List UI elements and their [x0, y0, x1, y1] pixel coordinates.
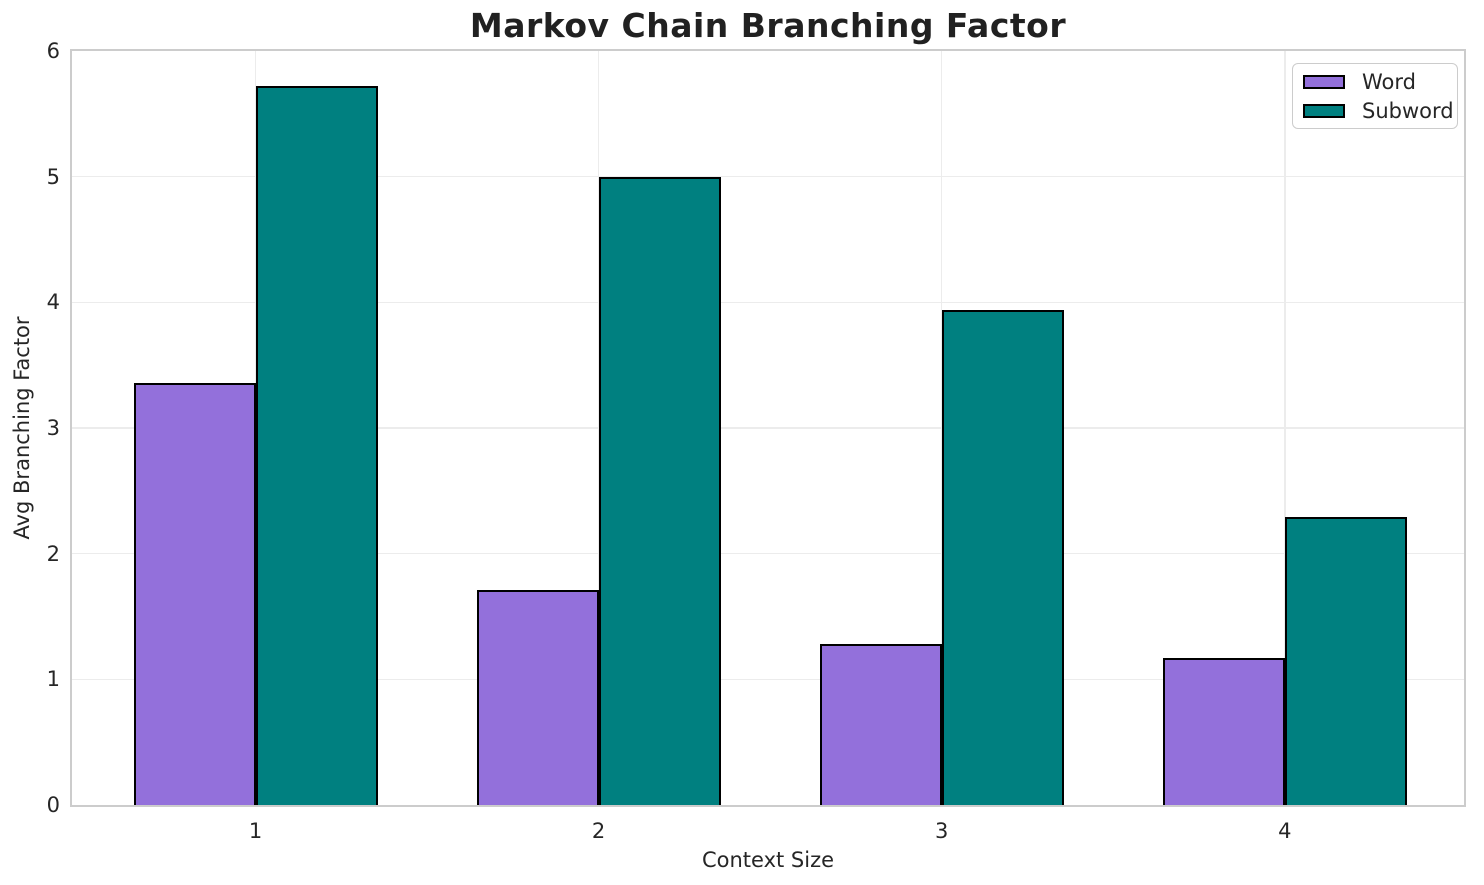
x-tick-3: 3 [935, 819, 949, 843]
y-tick-2: 2 [46, 541, 60, 566]
bar-word-context-1 [133, 382, 256, 805]
legend-swatch-subword [1303, 103, 1345, 118]
y-tick-1: 1 [46, 667, 60, 692]
y-axis-label: Avg Branching Factor [10, 316, 34, 540]
bar-word-context-3 [819, 644, 942, 805]
y-tick-3: 3 [46, 416, 60, 440]
v-gridline-x4 [1284, 51, 1286, 805]
chart-title: Markov Chain Branching Factor [469, 6, 1067, 45]
bar-word-context-2 [476, 590, 599, 805]
h-gridline-y4 [72, 301, 1464, 304]
legend-label-word: Word [1362, 69, 1416, 94]
legend: Word Subword [1292, 63, 1458, 129]
h-gridline-y5 [72, 175, 1464, 178]
legend-label-subword: Subword [1362, 98, 1454, 123]
x-tick-2: 2 [591, 819, 606, 843]
y-tick-0: 0 [46, 793, 60, 817]
bar-word-context-4 [1162, 657, 1285, 805]
y-tick-4: 4 [46, 290, 60, 315]
legend-swatch-word [1303, 74, 1345, 89]
bar-subword-context-1 [255, 86, 378, 805]
h-gridline-y2 [72, 552, 1464, 555]
plot-area [70, 49, 1466, 807]
x-tick-4: 4 [1278, 819, 1292, 843]
y-tick-5: 5 [46, 164, 60, 189]
x-tick-1: 1 [248, 819, 263, 843]
legend-item-word: Word [1303, 71, 1447, 93]
h-gridline-y3 [72, 427, 1464, 429]
x-axis-label: Context Size [701, 848, 835, 872]
bar-subword-context-4 [1284, 517, 1407, 805]
legend-item-subword: Subword [1303, 100, 1454, 122]
h-gridline-y1 [72, 678, 1464, 681]
y-tick-6: 6 [46, 39, 60, 63]
bar-subword-context-3 [941, 309, 1064, 805]
bar-subword-context-2 [598, 176, 721, 805]
